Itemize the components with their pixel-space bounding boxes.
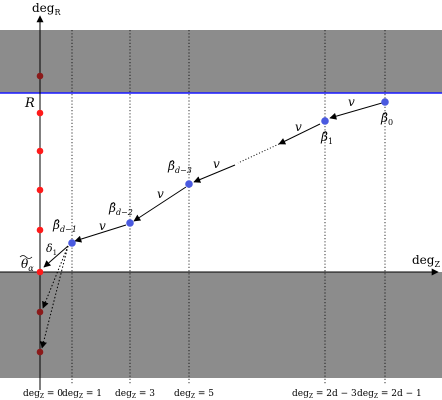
tick-label-2d-3: degZ = 2d − 3 bbox=[292, 389, 357, 400]
y-axis-label: degR bbox=[32, 1, 61, 17]
red-dot bbox=[36, 186, 44, 194]
beta-point-d-3 bbox=[185, 180, 193, 188]
beta-point-d-2 bbox=[126, 219, 134, 227]
theta-tilde-mark bbox=[19, 255, 33, 259]
edge-label-v: v bbox=[348, 95, 355, 109]
upper-shaded-region bbox=[0, 30, 442, 93]
tick-label-1: degZ = 1 bbox=[62, 389, 102, 400]
edge-delta-to-theta bbox=[43, 245, 69, 268]
dark-dot bbox=[36, 308, 44, 316]
edge-beta1-dotted-start bbox=[278, 123, 321, 145]
red-dot bbox=[36, 109, 44, 117]
degree-guide-lines bbox=[71, 30, 386, 384]
beta-label-d-1: β̂d−1 bbox=[52, 218, 77, 234]
tick-label-0: degZ = 0 bbox=[23, 389, 63, 400]
edge-beta-d-2-beta-d-1 bbox=[74, 224, 127, 243]
beta-label-0: β̂0 bbox=[380, 111, 393, 127]
edge-label-delta: δ1 bbox=[46, 242, 57, 257]
beta-point-d-1 bbox=[68, 239, 76, 247]
tick-label-3: degZ = 3 bbox=[115, 389, 155, 400]
beta-label-1: β̂1 bbox=[320, 130, 333, 146]
edge-label-v: v bbox=[213, 157, 220, 171]
x-axis-label: degZ bbox=[412, 253, 440, 269]
lower-shaded-region bbox=[0, 272, 442, 378]
edge-dotted-to-beta-d-3 bbox=[193, 164, 236, 183]
beta-label-d-3: β̂d−3 bbox=[167, 159, 192, 175]
red-dot bbox=[36, 226, 44, 234]
edge-label-v: v bbox=[157, 187, 164, 201]
edge-dotted-gap bbox=[237, 143, 280, 164]
red-dot bbox=[36, 268, 44, 276]
edge-beta-d-3-beta-d-2 bbox=[133, 186, 187, 222]
edge-dotted-down-2 bbox=[40, 245, 69, 349]
beta-point-0 bbox=[381, 98, 389, 106]
dark-dot bbox=[36, 72, 44, 80]
edge-label-v: v bbox=[295, 120, 302, 134]
r-level-label: R bbox=[24, 96, 35, 111]
tick-label-2d-1: degZ = 2d − 1 bbox=[357, 389, 422, 400]
red-dot bbox=[36, 147, 44, 155]
dark-dot bbox=[36, 348, 44, 356]
edge-dotted-down-1 bbox=[42, 245, 69, 309]
edge-label-v: v bbox=[99, 219, 106, 233]
edge-beta0-beta1 bbox=[329, 102, 383, 120]
tick-label-5: degZ = 5 bbox=[174, 389, 214, 400]
beta-label-d-2: β̂d−2 bbox=[108, 201, 133, 217]
theta-level-label: θα bbox=[21, 257, 34, 273]
beta-point-1 bbox=[321, 117, 329, 125]
